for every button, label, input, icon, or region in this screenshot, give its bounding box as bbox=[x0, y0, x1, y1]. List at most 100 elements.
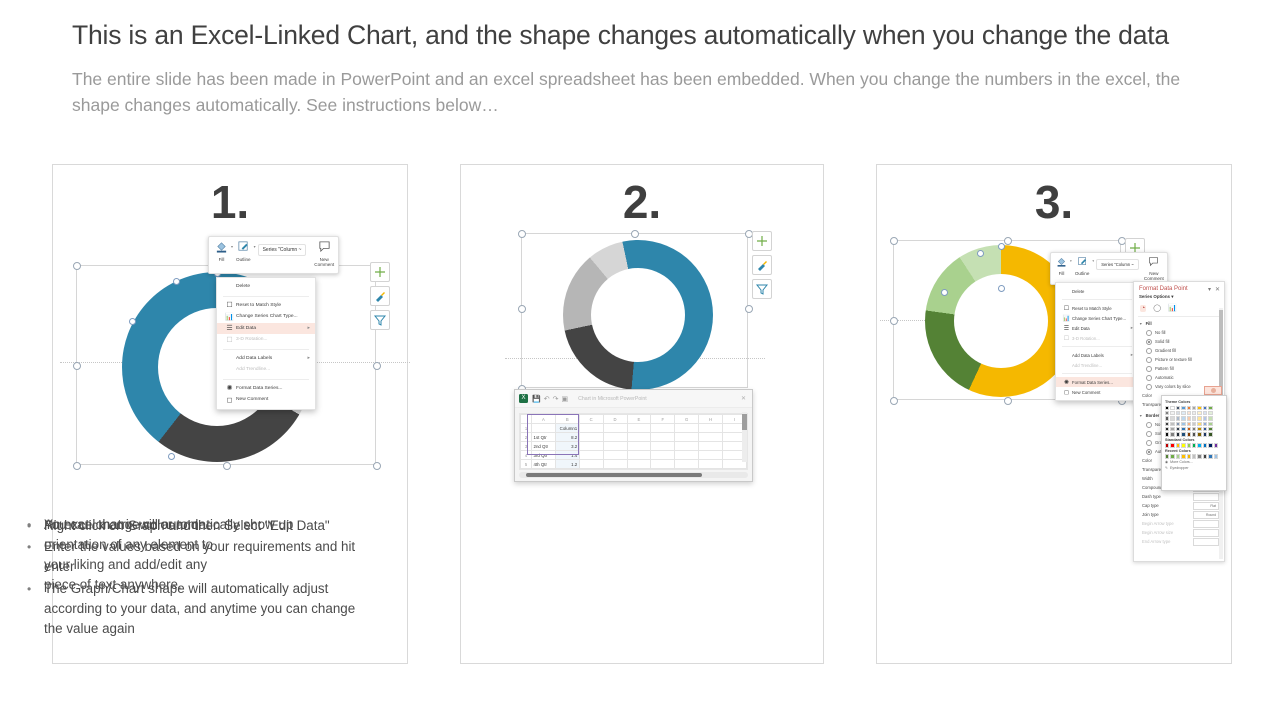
border-color-row[interactable]: Color bbox=[1142, 458, 1153, 463]
new-comment-button[interactable]: New Comment bbox=[1141, 253, 1167, 284]
color-swatch[interactable] bbox=[1191, 454, 1197, 459]
color-swatch[interactable] bbox=[1175, 421, 1181, 427]
cell[interactable] bbox=[722, 468, 747, 469]
excel-vertical-scrollbar[interactable] bbox=[742, 412, 747, 462]
cell[interactable] bbox=[698, 468, 723, 469]
cell-b4[interactable]: 1.4 bbox=[554, 450, 580, 460]
cell[interactable] bbox=[650, 459, 676, 469]
color-swatch[interactable] bbox=[1197, 410, 1202, 416]
color-swatch[interactable] bbox=[1202, 410, 1208, 416]
row-header[interactable]: 6 bbox=[520, 468, 532, 469]
resize-handle[interactable] bbox=[890, 237, 898, 245]
cell[interactable] bbox=[698, 459, 723, 469]
resize-handle[interactable] bbox=[73, 262, 81, 270]
data-point-handle[interactable] bbox=[998, 243, 1005, 250]
resize-handle[interactable] bbox=[373, 362, 381, 370]
color-swatch[interactable] bbox=[1208, 416, 1213, 421]
cell[interactable] bbox=[698, 423, 723, 433]
fill-option-pattern-fill[interactable]: Pattern fill bbox=[1134, 364, 1224, 373]
color-swatch[interactable] bbox=[1208, 421, 1213, 427]
redo-icon[interactable]: ↷ bbox=[552, 395, 559, 403]
data-point-handle[interactable] bbox=[129, 318, 136, 325]
cell[interactable] bbox=[650, 450, 676, 460]
eyedropper-item[interactable]: ✎ Eyedropper bbox=[1165, 466, 1223, 470]
color-swatch[interactable] bbox=[1191, 427, 1197, 432]
border-join-type-row[interactable]: Join type Round bbox=[1134, 510, 1224, 519]
column-header[interactable]: G bbox=[674, 414, 700, 424]
color-swatch[interactable] bbox=[1165, 416, 1170, 421]
color-swatch[interactable] bbox=[1170, 405, 1175, 410]
cell[interactable] bbox=[650, 441, 676, 451]
standard-colors-row[interactable] bbox=[1165, 443, 1223, 448]
cell[interactable] bbox=[578, 432, 604, 442]
column-header[interactable]: A bbox=[531, 414, 556, 424]
menu-item-format-data-series[interactable]: ✺ Format Data Series... bbox=[1056, 377, 1138, 387]
theme-tint-row[interactable] bbox=[1165, 410, 1223, 416]
color-swatch[interactable] bbox=[1165, 427, 1170, 432]
cap-type-select[interactable]: Flat bbox=[1193, 501, 1219, 510]
undo-icon[interactable]: ↶ bbox=[543, 395, 550, 403]
color-swatch[interactable] bbox=[1202, 427, 1208, 432]
color-swatch[interactable] bbox=[1213, 454, 1218, 459]
dash-type-select[interactable] bbox=[1193, 492, 1219, 501]
excel-grid[interactable]: A B C D E F G H I 1 Column1 bbox=[519, 413, 748, 470]
color-swatch[interactable] bbox=[1202, 454, 1208, 459]
fill-group-header[interactable]: ▼ Fill bbox=[1134, 319, 1224, 328]
color-swatch[interactable] bbox=[1170, 410, 1175, 416]
color-swatch[interactable] bbox=[1202, 416, 1208, 421]
cell[interactable] bbox=[602, 450, 628, 460]
color-swatch[interactable] bbox=[1197, 421, 1202, 427]
fill-option-solid-fill[interactable]: Solid fill bbox=[1134, 337, 1224, 346]
color-swatch[interactable] bbox=[1170, 416, 1175, 421]
column-header[interactable]: F bbox=[650, 414, 676, 424]
cell[interactable] bbox=[674, 441, 700, 451]
resize-handle[interactable] bbox=[73, 362, 81, 370]
cell[interactable] bbox=[602, 459, 628, 469]
color-swatch[interactable] bbox=[1175, 432, 1181, 437]
donut-chart-3[interactable] bbox=[925, 245, 1077, 397]
color-swatch[interactable] bbox=[1175, 416, 1181, 421]
color-swatch[interactable] bbox=[1181, 427, 1186, 432]
color-swatch[interactable] bbox=[1191, 432, 1197, 437]
data-point-handle[interactable] bbox=[168, 453, 175, 460]
color-swatch[interactable] bbox=[1208, 405, 1213, 410]
excel-window[interactable]: X 💾 ↶ ↷ ▣ Chart in Microsoft PowerPoint … bbox=[514, 389, 753, 482]
open-in-excel-icon[interactable]: ▣ bbox=[561, 395, 569, 403]
menu-item-change-series-chart-type[interactable]: 📊 Change Series Chart Type... bbox=[217, 311, 315, 323]
mini-toolbar-3[interactable]: Fill ▾ Outline ▾ Series "Column ~ New Co… bbox=[1050, 252, 1168, 285]
chevron-down-icon[interactable]: ▾ bbox=[1171, 294, 1174, 299]
fill-dropdown-arrow[interactable]: ▾ bbox=[231, 244, 234, 249]
color-swatch[interactable] bbox=[1191, 416, 1197, 421]
color-swatch[interactable] bbox=[1181, 454, 1186, 459]
cell-a4[interactable]: 3rd Qtr bbox=[531, 450, 556, 460]
cell[interactable] bbox=[626, 423, 652, 433]
color-swatch[interactable] bbox=[1191, 410, 1197, 416]
fill-color-button[interactable] bbox=[1204, 386, 1222, 395]
color-swatch[interactable] bbox=[1197, 405, 1202, 410]
resize-handle[interactable] bbox=[373, 462, 381, 470]
color-swatch[interactable] bbox=[1197, 454, 1202, 459]
color-swatch[interactable] bbox=[1170, 432, 1175, 437]
chart-styles-button[interactable] bbox=[370, 286, 390, 306]
cell[interactable] bbox=[578, 441, 604, 451]
cell[interactable] bbox=[650, 468, 676, 469]
color-swatch[interactable] bbox=[1191, 421, 1197, 427]
fill-color-row[interactable]: Color bbox=[1142, 393, 1153, 398]
chart-filters-button[interactable] bbox=[370, 310, 390, 330]
cell[interactable] bbox=[674, 432, 700, 442]
color-swatch[interactable] bbox=[1165, 421, 1170, 427]
cell[interactable] bbox=[626, 432, 652, 442]
cell[interactable] bbox=[602, 423, 628, 433]
recent-colors-row[interactable] bbox=[1165, 454, 1223, 459]
more-colors-item[interactable]: ◉ More Colors... bbox=[1165, 460, 1223, 464]
cell-b5[interactable]: 1.2 bbox=[554, 459, 580, 469]
menu-item-change-series-chart-type[interactable]: 📊 Change Series Chart Type... bbox=[1056, 313, 1138, 323]
fill-option-automatic[interactable]: Automatic bbox=[1134, 373, 1224, 382]
menu-item-reset-to-match-style[interactable]: ☐ Reset to Match Style bbox=[1056, 303, 1138, 313]
column-header[interactable]: H bbox=[698, 414, 723, 424]
outline-button[interactable]: Outline bbox=[233, 237, 254, 264]
color-swatch[interactable] bbox=[1175, 443, 1181, 448]
theme-tint-row[interactable] bbox=[1165, 432, 1223, 437]
color-swatch[interactable] bbox=[1197, 443, 1202, 448]
close-icon[interactable]: ✕ bbox=[1214, 287, 1220, 293]
